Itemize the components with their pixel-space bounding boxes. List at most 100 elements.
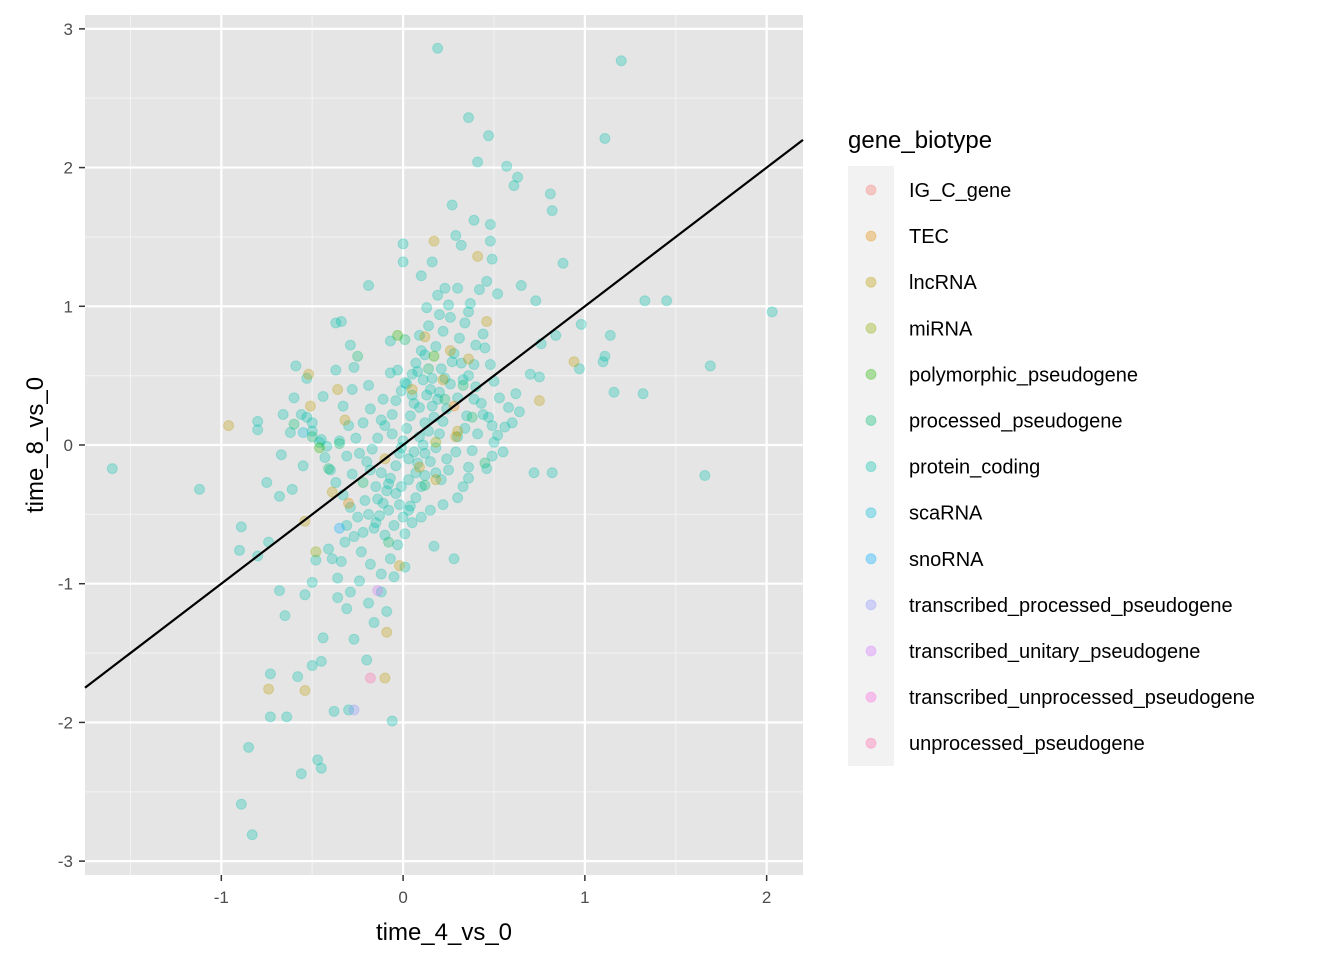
data-point-protein-coding (457, 374, 469, 386)
data-point-protein-coding (430, 467, 442, 479)
data-point-protein-coding (333, 435, 345, 447)
data-point-protein-coding (234, 544, 246, 556)
data-point-lncRNA (419, 331, 431, 343)
data-point-protein-coding (766, 306, 778, 318)
legend-label: unprocessed_pseudogene (909, 733, 1145, 755)
data-point-protein-coding (484, 359, 496, 371)
legend-key-snoRNA (865, 553, 877, 565)
data-point-lncRNA (304, 400, 316, 412)
legend-key-transcribed-processed-pseudogene (865, 599, 877, 611)
data-point-lncRNA (263, 683, 275, 695)
data-point-protein-coding (273, 490, 285, 502)
data-point-protein-coding (492, 288, 504, 300)
data-point-protein-coding (377, 497, 389, 509)
data-point-protein-coding (328, 705, 340, 717)
data-point-protein-coding (383, 504, 395, 516)
data-point-protein-coding (481, 463, 493, 475)
data-point-protein-coding (194, 483, 206, 495)
data-point-protein-coding (319, 451, 331, 463)
data-point-protein-coding (443, 464, 455, 476)
data-point-protein-coding (264, 668, 276, 680)
data-point-protein-coding (424, 456, 436, 468)
data-point-processed-pseudogene (306, 431, 318, 443)
data-point-protein-coding (468, 393, 480, 405)
data-point-protein-coding (575, 318, 587, 330)
y-tick-label: 3 (64, 20, 73, 39)
data-point-protein-coding (483, 130, 495, 142)
data-point-protein-coding (639, 295, 651, 307)
legend-label: lncRNA (909, 272, 977, 294)
data-point-protein-coding (353, 575, 365, 587)
data-point-protein-coding (472, 428, 484, 440)
data-point-protein-coding (323, 543, 335, 555)
data-point-protein-coding (235, 798, 247, 810)
data-point-processed-pseudogene (423, 363, 435, 375)
data-point-protein-coding (466, 445, 478, 457)
data-point-protein-coding (406, 517, 418, 529)
data-point-lncRNA (339, 414, 351, 426)
data-point-protein-coding (370, 517, 382, 529)
data-point-protein-coding (448, 553, 460, 565)
data-point-protein-coding (608, 386, 620, 398)
data-point-protein-coding (279, 610, 291, 622)
data-point-protein-coding (368, 522, 380, 534)
data-point-protein-coding (506, 417, 518, 429)
data-point-protein-coding (375, 414, 387, 426)
data-point-protein-coding (297, 460, 309, 472)
data-point-protein-coding (372, 432, 384, 444)
y-tick-label: -2 (58, 713, 73, 732)
data-point-protein-coding (455, 357, 467, 369)
data-point-protein-coding (406, 389, 418, 401)
data-point-protein-coding (461, 410, 473, 422)
data-point-processed-pseudogene (479, 457, 491, 469)
data-point-protein-coding (348, 531, 360, 543)
legend-key-unprocessed-pseudogene (865, 737, 877, 749)
data-point-protein-coding (413, 402, 425, 414)
data-point-protein-coding (397, 511, 409, 523)
data-point-protein-coding (437, 415, 449, 427)
data-point-protein-coding (426, 400, 438, 412)
data-point-protein-coding (446, 356, 458, 368)
data-point-protein-coding (335, 316, 347, 328)
data-point-protein-coding (381, 605, 393, 617)
data-point-protein-coding (341, 450, 353, 462)
data-point-protein-coding (364, 403, 376, 415)
data-point-protein-coding (337, 400, 349, 412)
data-point-protein-coding (404, 410, 416, 422)
data-point-lncRNA (430, 474, 442, 486)
data-point-protein-coding (332, 592, 344, 604)
data-point-protein-coding (106, 463, 118, 475)
data-point-protein-coding (315, 433, 327, 445)
data-point-protein-coding (699, 470, 711, 482)
x-tick-label: 1 (580, 888, 589, 907)
data-point-protein-coding (299, 589, 311, 601)
data-point-protein-coding (390, 488, 402, 500)
data-point-protein-coding (408, 397, 420, 409)
data-point-polymorphic-pseudogene (428, 350, 440, 362)
x-axis-title: time_4_vs_0 (376, 919, 512, 946)
data-point-protein-coding (430, 442, 442, 454)
data-point-protein-coding (330, 364, 342, 376)
data-point-transcribed-processed-pseudogene (348, 704, 360, 716)
legend-label: TEC (909, 226, 949, 248)
data-point-protein-coding (557, 257, 569, 269)
x-tick-label: 0 (398, 888, 407, 907)
data-point-protein-coding (433, 428, 445, 440)
data-point-protein-coding (528, 467, 540, 479)
data-point-protein-coding (395, 481, 407, 493)
data-point-protein-coding (384, 367, 396, 379)
data-point-protein-coding (417, 374, 429, 386)
data-point-protein-coding (435, 474, 447, 486)
data-point-protein-coding (704, 360, 716, 372)
x-tick-label: 2 (762, 888, 771, 907)
data-point-processed-pseudogene (466, 411, 478, 423)
data-point-protein-coding (330, 476, 342, 488)
legend-label: transcribed_unprocessed_pseudogene (909, 687, 1255, 709)
y-axis-ticks: -3 -2 -1 0 1 2 3 (58, 20, 85, 871)
data-point-protein-coding (424, 384, 436, 396)
data-point-protein-coding (499, 421, 511, 433)
data-point-processed-pseudogene (383, 536, 395, 548)
data-point-lncRNA (481, 316, 493, 328)
data-point-processed-pseudogene (457, 379, 469, 391)
y-tick-label: -1 (58, 575, 73, 594)
